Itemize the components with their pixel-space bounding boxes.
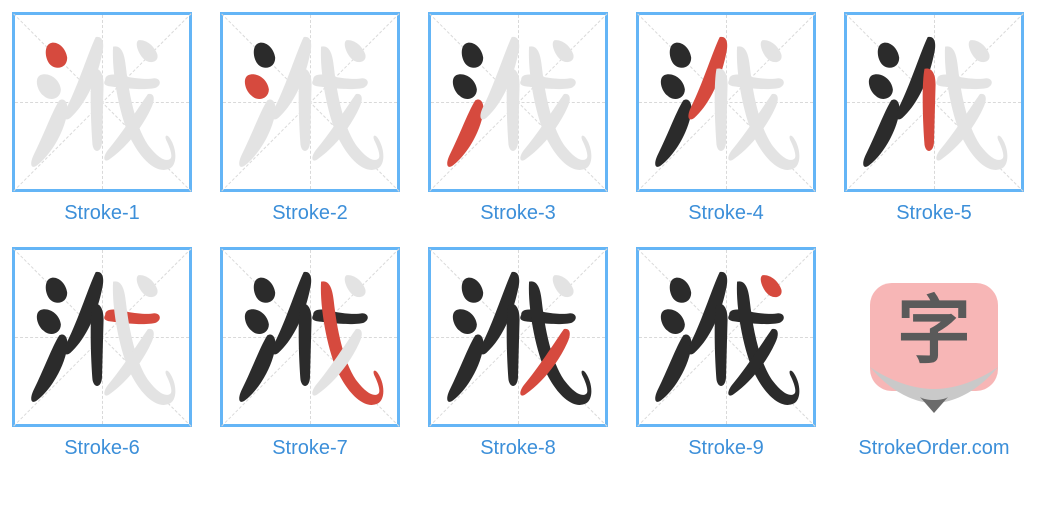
stroke-caption: Stroke-3 [480,202,556,225]
stroke-top-dot [553,275,574,297]
stroke-water-sweep [447,334,483,401]
stroke-tile [220,12,400,192]
character-svg [15,250,189,424]
stroke-water-dot-1 [670,278,691,303]
stroke-tile [12,247,192,427]
stroke-vertical [299,68,312,150]
stroke-vertical [923,68,936,150]
stroke-water-sweep [655,99,691,166]
stroke-horizontal-top [312,75,368,90]
stroke-horizontal-top [104,75,160,90]
stroke-water-sweep [863,99,899,166]
stroke-grid: Stroke-1 Stroke-2 Stroke-3 Stroke-4 Stroke-5… [12,12,1038,460]
pencil-icon [870,367,998,415]
stroke-caption: Stroke-1 [64,202,140,225]
stroke-cell: Stroke-9 [636,247,816,460]
stroke-cell: Stroke-5 [844,12,1024,225]
stroke-water-dot-2 [869,74,893,99]
character-svg [431,15,605,189]
stroke-cell: Stroke-3 [428,12,608,225]
stroke-vertical [91,68,104,150]
stroke-horizontal-top [520,75,576,90]
logo-character: 字 [897,294,971,368]
character-svg [639,250,813,424]
stroke-water-dot-2 [661,309,685,334]
stroke-top-dot [761,275,782,297]
character-svg [847,15,1021,189]
stroke-horizontal-top [104,310,160,325]
stroke-caption: Stroke-5 [896,202,972,225]
stroke-water-dot-2 [245,309,269,334]
stroke-cell: Stroke-7 [220,247,400,460]
stroke-tile [12,12,192,192]
stroke-water-dot-1 [254,278,275,303]
stroke-water-sweep [239,99,275,166]
stroke-cell: Stroke-1 [12,12,192,225]
character-svg [15,15,189,189]
stroke-vertical [507,68,520,150]
stroke-tile [220,247,400,427]
stroke-vertical [299,303,312,385]
stroke-water-dot-1 [462,43,483,68]
stroke-caption: Stroke-8 [480,437,556,460]
stroke-caption: Stroke-4 [688,202,764,225]
stroke-caption: Stroke-2 [272,202,348,225]
stroke-water-dot-1 [46,278,67,303]
stroke-top-dot [553,40,574,62]
stroke-vertical [507,303,520,385]
stroke-cell: Stroke-4 [636,12,816,225]
stroke-water-dot-1 [254,43,275,68]
stroke-cell: Stroke-8 [428,247,608,460]
stroke-water-dot-2 [453,74,477,99]
stroke-water-sweep [655,334,691,401]
stroke-caption: Stroke-9 [688,437,764,460]
stroke-water-sweep [31,334,67,401]
stroke-water-sweep [447,99,483,166]
stroke-tile [636,247,816,427]
logo-graphic: 字 [870,283,998,391]
stroke-top-dot [969,40,990,62]
stroke-top-dot [761,40,782,62]
stroke-water-dot-1 [46,43,67,68]
stroke-water-dot-2 [37,309,61,334]
stroke-water-dot-2 [453,309,477,334]
logo-tile: 字 [844,247,1024,427]
stroke-cell: Stroke-2 [220,12,400,225]
stroke-water-dot-2 [245,74,269,99]
stroke-tile [636,12,816,192]
stroke-water-sweep [31,99,67,166]
logo-cell: 字 StrokeOrder.com [844,247,1024,460]
stroke-top-dot [137,40,158,62]
stroke-horizontal-top [728,310,784,325]
stroke-water-sweep [239,334,275,401]
stroke-caption: Stroke-7 [272,437,348,460]
stroke-caption: Stroke-6 [64,437,140,460]
stroke-tile [428,12,608,192]
stroke-vertical [715,68,728,150]
character-svg [223,15,397,189]
stroke-horizontal-top [936,75,992,90]
stroke-water-dot-2 [661,74,685,99]
stroke-top-dot [345,40,366,62]
stroke-top-dot [345,275,366,297]
stroke-top-dot [137,275,158,297]
stroke-water-dot-1 [878,43,899,68]
stroke-water-dot-2 [37,74,61,99]
character-svg [223,250,397,424]
stroke-vertical [91,303,104,385]
stroke-horizontal-top [728,75,784,90]
stroke-horizontal-top [520,310,576,325]
stroke-vertical [715,303,728,385]
character-svg [639,15,813,189]
logo-caption: StrokeOrder.com [858,437,1009,460]
stroke-cell: Stroke-6 [12,247,192,460]
stroke-tile [844,12,1024,192]
character-svg [431,250,605,424]
stroke-water-dot-1 [462,278,483,303]
stroke-water-dot-1 [670,43,691,68]
stroke-tile [428,247,608,427]
stroke-horizontal-top [312,310,368,325]
